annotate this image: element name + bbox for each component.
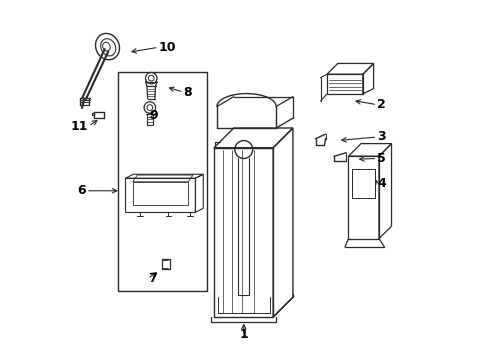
Text: 10: 10 <box>158 41 176 54</box>
Text: 6: 6 <box>77 184 86 197</box>
Text: 9: 9 <box>149 109 158 122</box>
Text: 8: 8 <box>183 86 192 99</box>
Text: 7: 7 <box>147 272 156 285</box>
Text: 1: 1 <box>239 328 247 341</box>
Text: 5: 5 <box>376 152 385 165</box>
Text: 2: 2 <box>376 98 385 111</box>
Text: 4: 4 <box>376 177 385 190</box>
Text: 11: 11 <box>71 120 88 133</box>
Text: 3: 3 <box>376 130 385 144</box>
Bar <box>118 72 206 291</box>
